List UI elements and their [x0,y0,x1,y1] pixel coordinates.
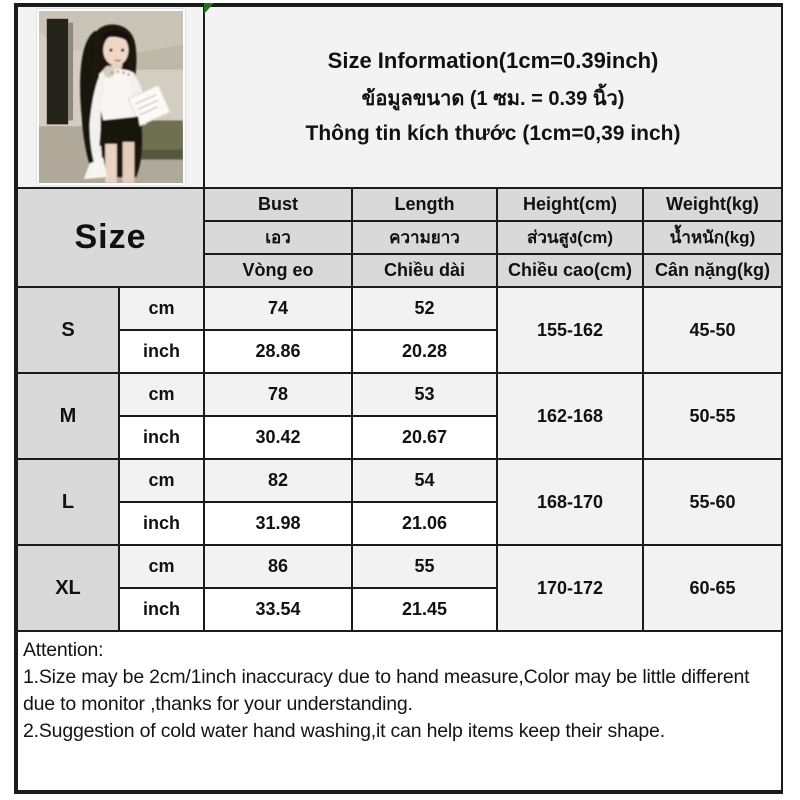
s-height-range: 155-162 [496,286,644,374]
xl-bust-cm: 86 [203,544,353,589]
size-chart-sheet: Size Information(1cm=0.39inch) ข้อมูลขนา… [14,3,784,794]
attention-line-1: 1.Size may be 2cm/1inch inaccuracy due t… [23,666,750,715]
attention-line-2: 2.Suggestion of cold water hand washing,… [23,720,665,742]
xl-bust-inch: 33.54 [203,587,353,632]
m-length-cm: 53 [351,372,498,417]
size-table: Size Information(1cm=0.39inch) ข้อมูลขนา… [15,5,784,792]
col-header-bust-en: Bust [203,187,353,222]
l-bust-cm: 82 [203,458,353,503]
unit-cm-label: cm [118,544,205,589]
title-thai: ข้อมูลขนาด (1 ซม. = 0.39 นิ้ว) [361,88,625,110]
s-length-inch: 20.28 [351,329,498,374]
size-s-label: S [16,286,120,374]
l-length-inch: 21.06 [351,501,498,546]
col-header-length-en: Length [351,187,498,222]
xl-length-inch: 21.45 [351,587,498,632]
green-corner-marker-icon [204,3,214,14]
unit-inch-label: inch [118,329,205,374]
m-height-range: 162-168 [496,372,644,460]
unit-cm-label: cm [118,286,205,331]
col-header-length-th: ความยาว [351,220,498,255]
s-bust-cm: 74 [203,286,353,331]
l-bust-inch: 31.98 [203,501,353,546]
col-header-weight-en: Weight(kg) [641,187,784,222]
col-header-length-vi: Chiều dài [351,253,498,288]
xl-weight-range: 60-65 [641,544,784,632]
size-xl-label: XL [16,544,120,632]
xl-height-range: 170-172 [496,544,644,632]
model-photo-illustration [38,11,183,183]
m-bust-inch: 30.42 [203,415,353,460]
s-weight-range: 45-50 [641,286,784,374]
unit-inch-label: inch [118,587,205,632]
m-weight-range: 50-55 [641,372,784,460]
unit-cm-label: cm [118,372,205,417]
col-header-height-th: ส่วนสูง(cm) [496,220,644,255]
unit-inch-label: inch [118,501,205,546]
col-header-bust-th: เอว [203,220,353,255]
size-m-label: M [16,372,120,460]
col-header-height-en: Height(cm) [496,187,644,222]
s-bust-inch: 28.86 [203,329,353,374]
size-info-title-cell: Size Information(1cm=0.39inch) ข้อมูลขนา… [202,5,784,189]
product-photo [36,9,185,185]
col-header-weight-vi: Cân nặng(kg) [641,253,784,288]
title-english: Size Information(1cm=0.39inch) [327,48,659,73]
m-bust-cm: 78 [203,372,353,417]
l-height-range: 168-170 [496,458,644,546]
s-length-cm: 52 [351,286,498,331]
attention-note: Attention: 1.Size may be 2cm/1inch inacc… [15,630,784,792]
unit-cm-label: cm [118,458,205,503]
col-header-bust-vi: Vòng eo [203,253,353,288]
unit-inch-label: inch [118,415,205,460]
col-header-height-vi: Chiều cao(cm) [496,253,644,288]
size-l-label: L [16,458,120,546]
m-length-inch: 20.67 [351,415,498,460]
attention-heading: Attention: [23,639,104,661]
l-length-cm: 54 [351,458,498,503]
l-weight-range: 55-60 [641,458,784,546]
title-vietnamese: Thông tin kích thước (1cm=0,39 inch) [305,122,681,145]
size-column-header: Size [16,187,205,288]
product-photo-cell [16,5,205,189]
col-header-weight-th: น้ำหนัก(kg) [641,220,784,255]
xl-length-cm: 55 [351,544,498,589]
